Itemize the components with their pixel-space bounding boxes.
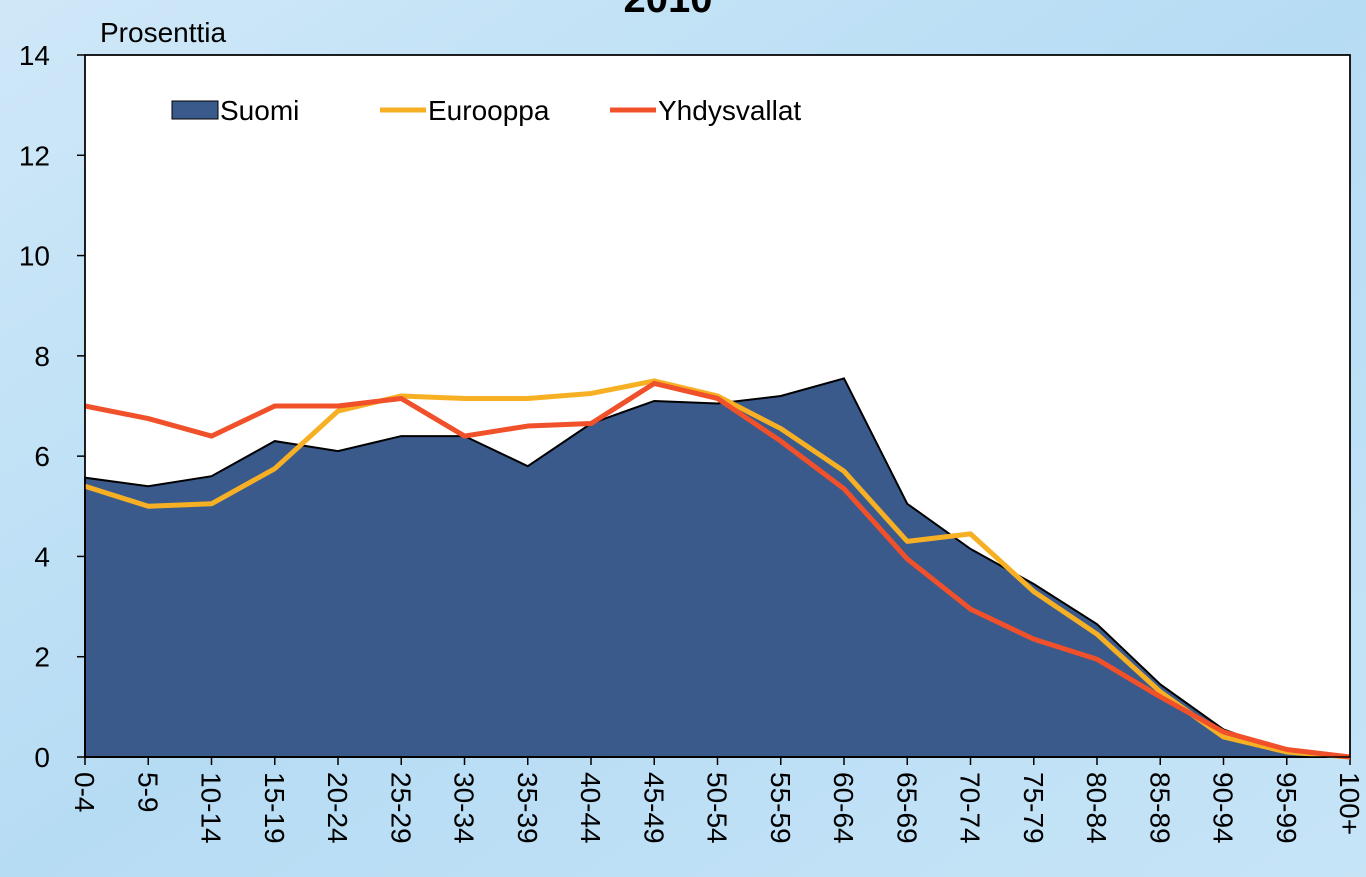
x-tick-label: 60-64 — [828, 772, 859, 844]
plot-border — [84, 54, 1351, 758]
x-tick-label: 55-59 — [765, 772, 796, 844]
y-tick-label: 10 — [19, 241, 50, 272]
legend-label: Yhdysvallat — [658, 95, 801, 126]
y-tick-label: 2 — [34, 642, 50, 673]
y-tick-label: 6 — [34, 441, 50, 472]
x-tick-label: 20-24 — [322, 772, 353, 844]
legend-label: Suomi — [220, 95, 299, 126]
x-tick-label: 10-14 — [196, 772, 227, 844]
x-tick-label: 90-94 — [1208, 772, 1239, 844]
x-tick-label: 30-34 — [449, 772, 480, 844]
x-tick-label: 5-9 — [132, 772, 163, 812]
x-tick-label: 40-44 — [575, 772, 606, 844]
y-tick-label: 4 — [34, 541, 50, 572]
legend-swatch — [171, 100, 219, 120]
legend-label: Eurooppa — [428, 95, 550, 126]
x-tick-label: 95-99 — [1271, 772, 1302, 844]
y-tick-label: 0 — [34, 742, 50, 773]
x-tick-label: 75-79 — [1018, 772, 1049, 844]
x-tick-label: 50-54 — [702, 772, 733, 844]
y-axis-label: Prosenttia — [100, 17, 226, 48]
line — [84, 380, 1351, 760]
x-tick-label: 70-74 — [955, 772, 986, 844]
x-tick-label: 15-19 — [259, 772, 290, 844]
area — [84, 377, 1351, 758]
chart-title: 2010 — [624, 0, 713, 21]
x-tick-label: 65-69 — [891, 772, 922, 844]
x-tick-label: 80-84 — [1081, 772, 1112, 844]
x-tick-label: 0-4 — [69, 772, 100, 812]
x-tick-label: 25-29 — [385, 772, 416, 844]
y-tick-label: 14 — [19, 40, 50, 71]
y-tick-label: 8 — [34, 341, 50, 372]
x-tick-label: 35-39 — [512, 772, 543, 844]
x-tick-label: 85-89 — [1144, 772, 1175, 844]
y-tick-label: 12 — [19, 140, 50, 171]
x-tick-label: 45-49 — [638, 772, 669, 844]
x-tick-label: 100+ — [1334, 772, 1365, 835]
